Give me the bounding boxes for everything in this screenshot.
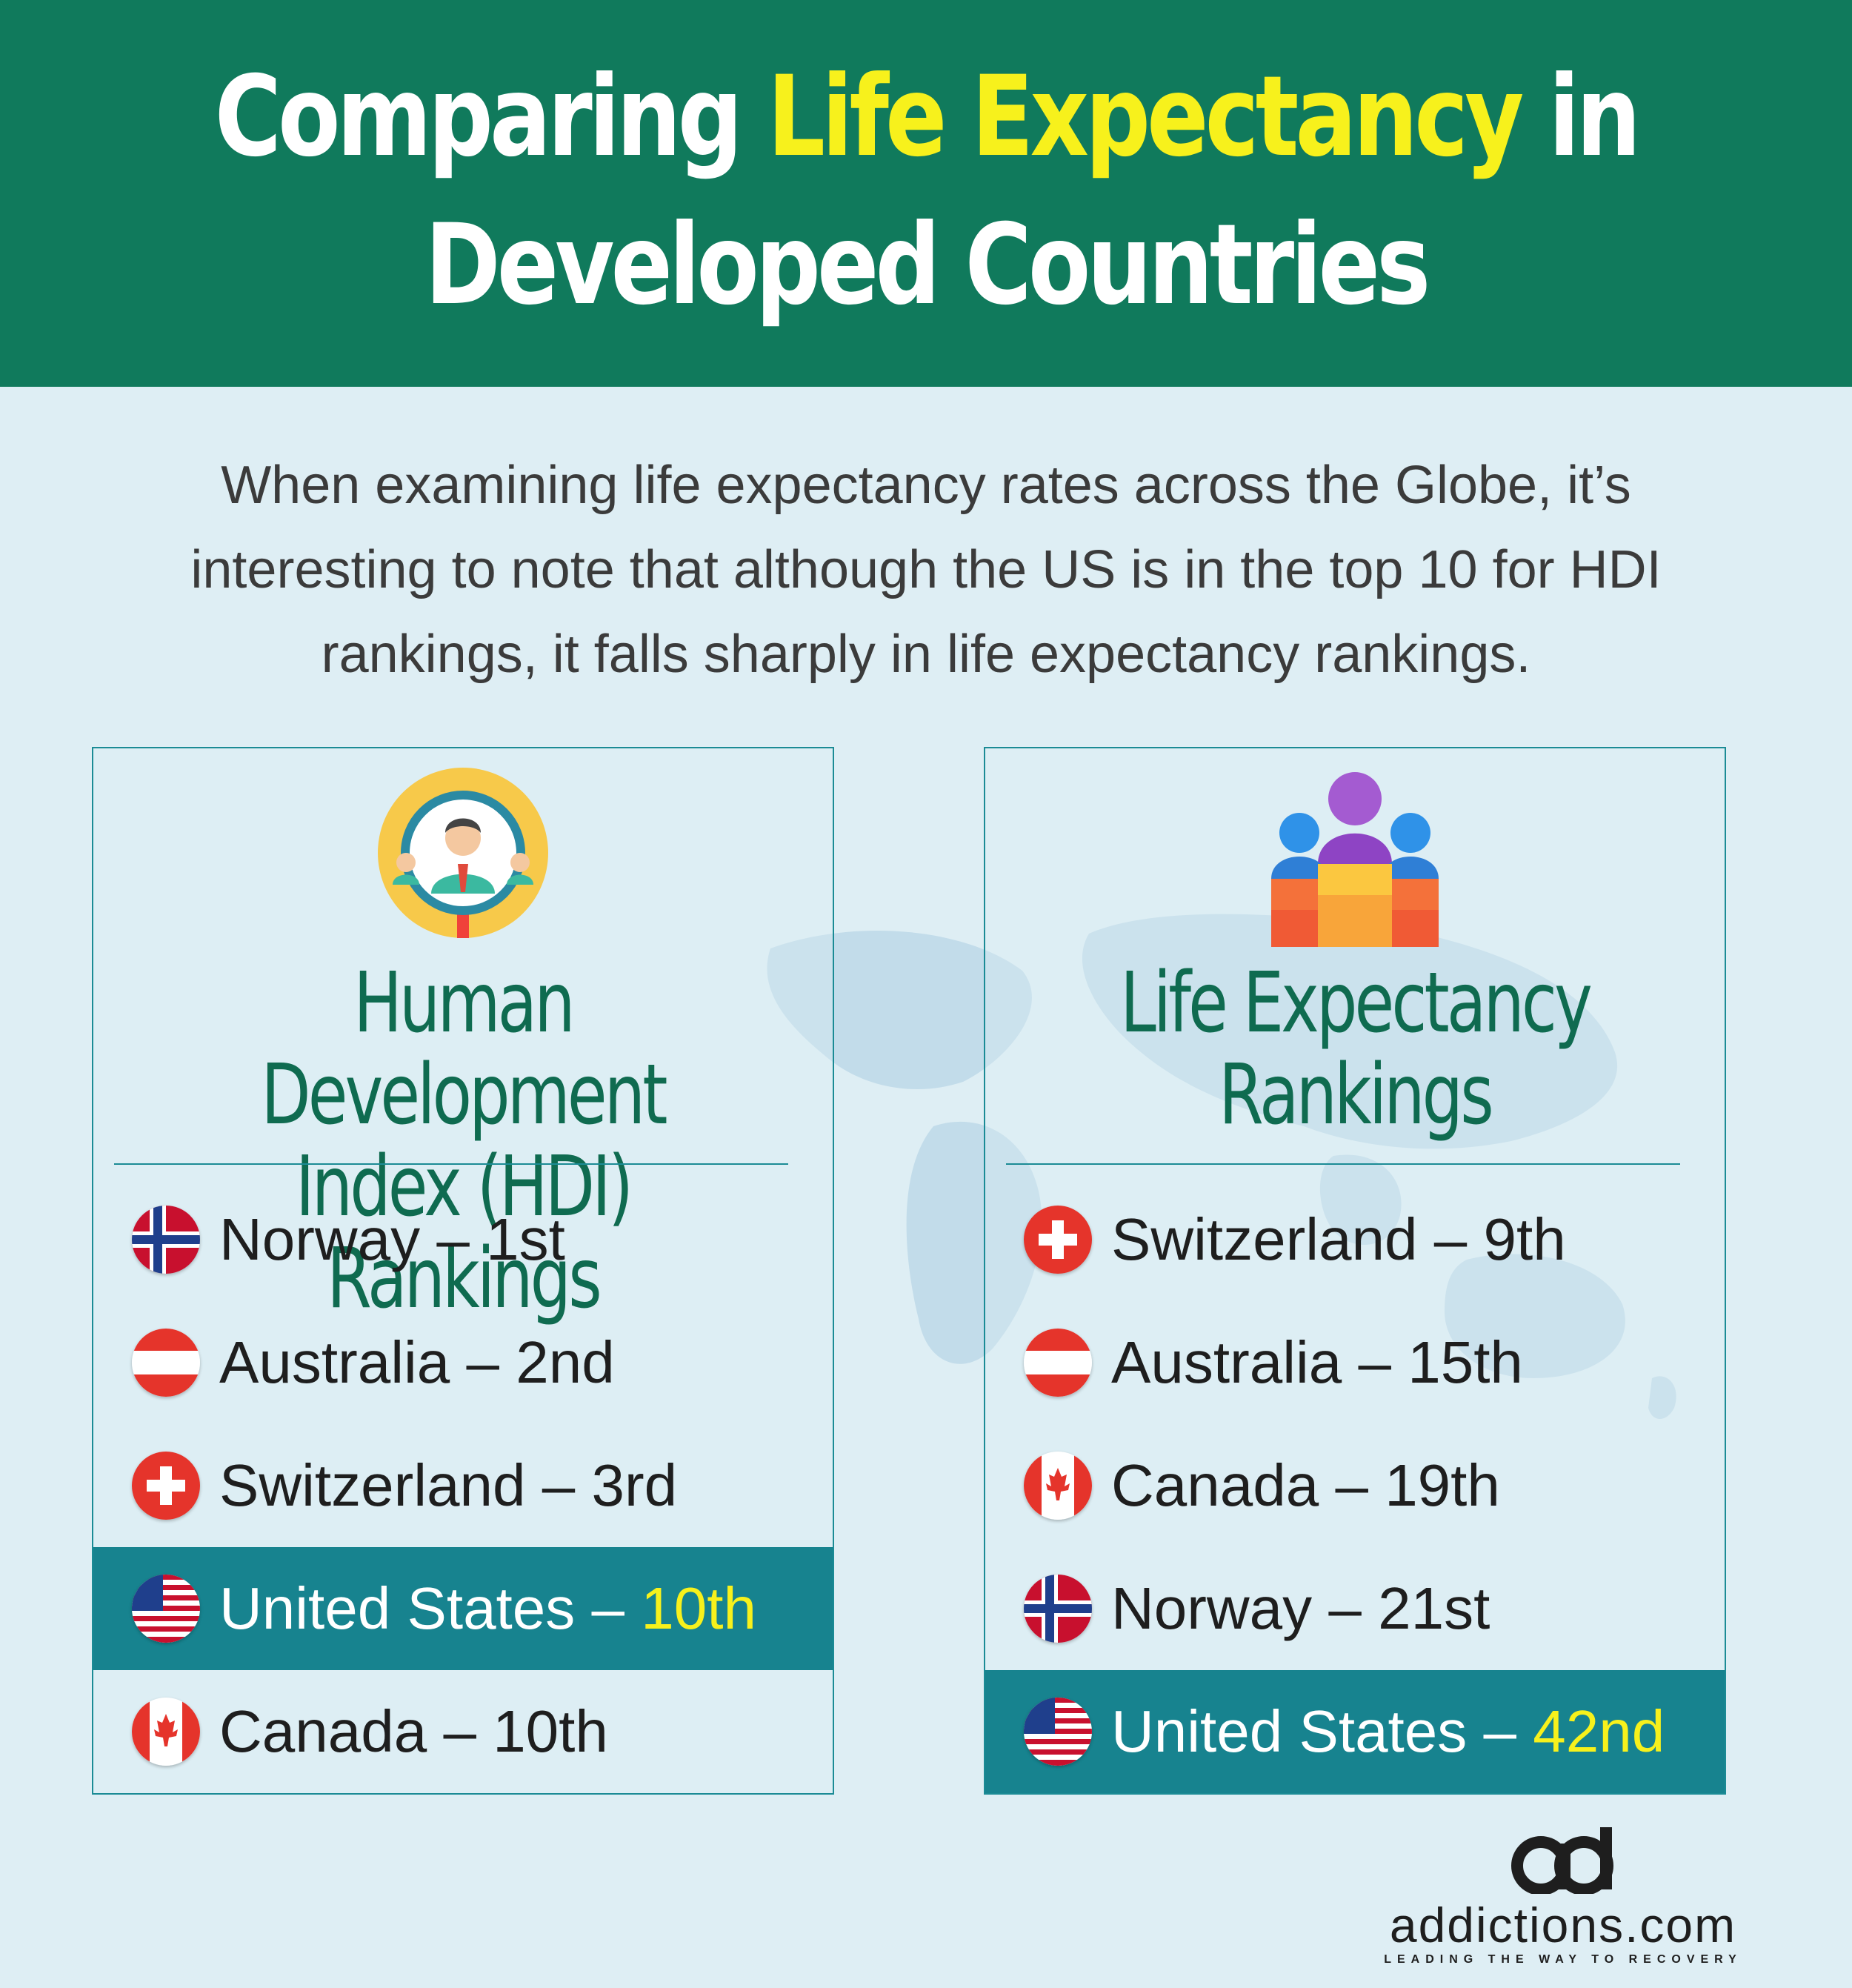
list-item: Switzerland – 3rd bbox=[93, 1424, 833, 1547]
austria-flag-icon bbox=[1024, 1329, 1092, 1397]
logo-tagline: LEADING THE WAY TO RECOVERY bbox=[1384, 1953, 1742, 1966]
people-group-icon bbox=[1271, 772, 1439, 947]
list-item: Switzerland – 9th bbox=[985, 1178, 1725, 1301]
canada-flag-icon bbox=[132, 1698, 200, 1766]
life-expectancy-rankings-panel: Life Expectancy Rankings Switzerland – 9… bbox=[984, 747, 1726, 1795]
switzerland-flag-icon bbox=[132, 1452, 200, 1520]
list-item: Australia – 2nd bbox=[93, 1301, 833, 1424]
usa-flag-icon bbox=[132, 1575, 200, 1643]
ad-logo-icon bbox=[1511, 1827, 1613, 1894]
logo-name: addictions.com bbox=[1389, 1898, 1737, 1952]
page-title: Comparing Life Expectancy in Developed C… bbox=[214, 53, 1641, 330]
austria-flag-icon bbox=[132, 1329, 200, 1397]
magnifier-person-icon bbox=[378, 768, 548, 938]
life-ranking-list: Switzerland – 9th Australia – 15th Canad… bbox=[985, 1178, 1725, 1793]
list-item-highlighted: United States – 10th bbox=[93, 1547, 833, 1670]
hdi-ranking-list: Norway – 1st Australia – 2nd Switzerland… bbox=[93, 1178, 833, 1793]
norway-flag-icon bbox=[132, 1206, 200, 1274]
list-item: Canada – 19th bbox=[985, 1424, 1725, 1547]
life-panel-title: Life Expectancy Rankings bbox=[1120, 955, 1593, 1143]
addictions-logo: addictions.com LEADING THE WAY TO RECOVE… bbox=[1378, 1827, 1748, 1968]
intro-text: When examining life expectancy rates acr… bbox=[190, 456, 1662, 684]
header-banner: Comparing Life Expectancy in Developed C… bbox=[0, 0, 1852, 387]
hdi-rankings-panel: Human Development Index (HDI) Rankings N… bbox=[92, 747, 834, 1795]
switzerland-flag-icon bbox=[1024, 1206, 1092, 1274]
usa-flag-icon bbox=[1024, 1698, 1092, 1766]
list-item: Australia – 15th bbox=[985, 1301, 1725, 1424]
list-item: Norway – 21st bbox=[985, 1547, 1725, 1670]
hdi-panel-title: Human Development Index (HDI) Rankings bbox=[261, 955, 667, 1327]
divider bbox=[1006, 1163, 1680, 1165]
list-item: Canada – 10th bbox=[93, 1670, 833, 1793]
divider bbox=[114, 1163, 788, 1165]
norway-flag-icon bbox=[1024, 1575, 1092, 1643]
title-highlight: Life Expectancy bbox=[767, 53, 1525, 182]
canada-flag-icon bbox=[1024, 1452, 1092, 1520]
list-item: Norway – 1st bbox=[93, 1178, 833, 1301]
list-item-highlighted: United States – 42nd bbox=[985, 1670, 1725, 1793]
